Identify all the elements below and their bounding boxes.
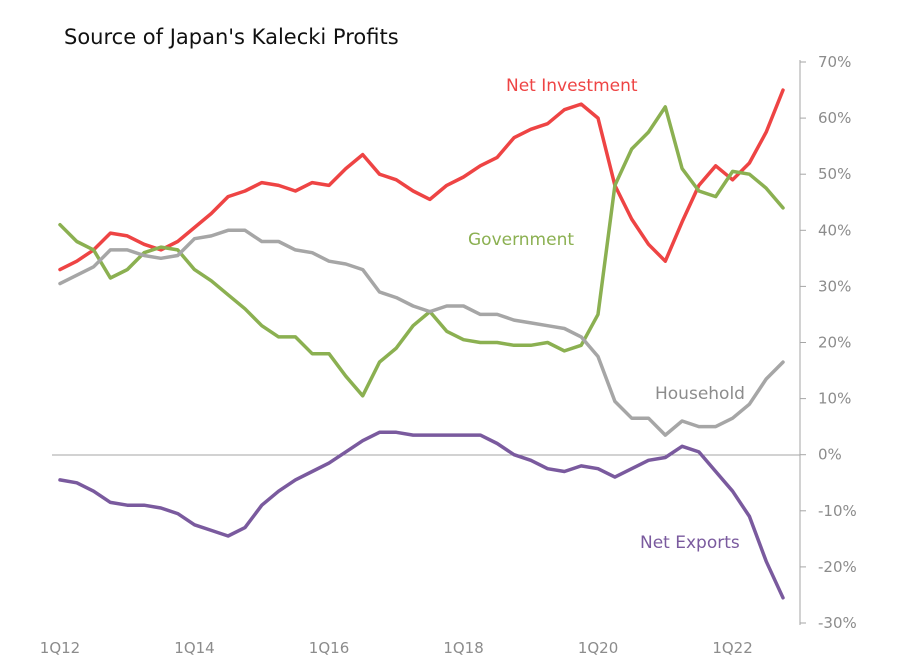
series-label-net-exports: Net Exports — [640, 533, 740, 553]
y-tick-label: 60% — [818, 109, 851, 127]
y-tick-label: 30% — [818, 277, 851, 295]
y-tick-label: 40% — [818, 221, 851, 239]
chart-title: Source of Japan's Kalecki Profits — [64, 25, 399, 49]
x-tick-label: 1Q18 — [443, 639, 483, 657]
y-tick-label: -10% — [818, 502, 857, 520]
series-line-government — [58, 105, 785, 398]
x-tick-label: 1Q22 — [712, 639, 752, 657]
x-tick-label: 1Q20 — [578, 639, 618, 657]
x-tick-label: 1Q12 — [40, 639, 80, 657]
series-lines — [58, 88, 785, 600]
y-tick-label: 20% — [818, 334, 851, 352]
series-label-government: Government — [468, 230, 574, 250]
series-label-net-investment: Net Investment — [506, 76, 638, 96]
x-tick-label: 1Q14 — [174, 639, 214, 657]
y-tick-label: 70% — [818, 53, 851, 71]
y-tick-label: -30% — [818, 614, 857, 632]
series-label-household: Household — [655, 384, 745, 404]
y-tick-label: 50% — [818, 165, 851, 183]
series-line-household — [58, 228, 785, 437]
y-tick-label: 0% — [818, 446, 842, 464]
y-tick-label: 10% — [818, 390, 851, 408]
y-tick-label: -20% — [818, 558, 857, 576]
y-axis: 70% 60% 50% 40% 30% 20% 10% 0% -10% -20% -30% — [800, 53, 857, 632]
series-line-net-exports — [58, 430, 785, 600]
x-axis: 1Q12 1Q14 1Q16 1Q18 1Q20 1Q22 — [40, 639, 753, 657]
series-line-net-investment — [58, 88, 785, 272]
x-tick-label: 1Q16 — [309, 639, 349, 657]
